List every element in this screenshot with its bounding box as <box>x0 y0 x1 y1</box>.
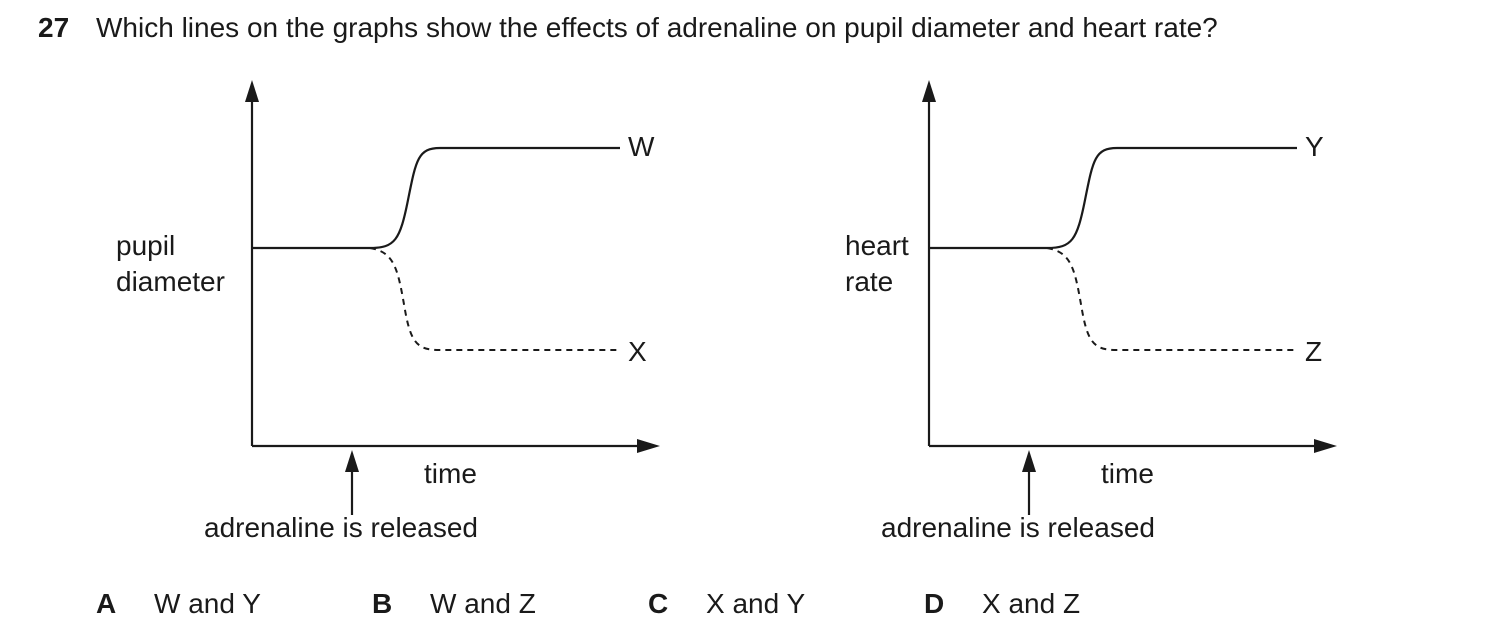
option-d[interactable]: D X and Z <box>924 584 1080 624</box>
line-y-increase <box>929 146 1297 250</box>
x-axis-arrowhead <box>1314 439 1337 453</box>
line-x-decrease <box>369 247 620 351</box>
line-w-increase <box>252 146 620 250</box>
y-axis-label-line-1: pupil <box>116 230 176 261</box>
line-z-decrease <box>1046 247 1297 351</box>
option-c-letter: C <box>648 588 669 619</box>
x-axis-label: time <box>424 458 477 489</box>
line-label-x: X <box>628 336 647 367</box>
y-axis-label: pupil diameter <box>116 228 225 300</box>
line-label-y: Y <box>1305 131 1324 162</box>
option-a-text: W and Y <box>154 588 261 619</box>
x-axis-label: time <box>1101 458 1154 489</box>
question-number: 27 <box>38 12 70 43</box>
release-label: adrenaline is released <box>881 512 1155 543</box>
line-label-z: Z <box>1305 336 1323 367</box>
graph-pupil-diameter-svg <box>245 80 660 515</box>
option-a-letter: A <box>96 588 117 619</box>
release-label: adrenaline is released <box>204 512 478 543</box>
option-c[interactable]: C X and Y <box>648 584 805 624</box>
y-axis-label: heart rate <box>845 228 909 300</box>
y-axis-label-line-2: diameter <box>116 266 225 297</box>
y-axis-arrowhead <box>245 80 259 102</box>
line-label-w: W <box>628 131 655 162</box>
y-axis-label-line-1: heart <box>845 230 909 261</box>
graph-pupil-diameter: pupil diameter W X time adrenaline is re… <box>0 0 760 560</box>
option-c-text: X and Y <box>706 588 806 619</box>
question-text: Which lines on the graphs show the effec… <box>96 12 1218 43</box>
release-arrowhead <box>1022 450 1036 472</box>
graph-heart-rate-svg <box>922 80 1337 515</box>
option-b-letter: B <box>372 588 393 619</box>
option-d-text: X and Z <box>982 588 1081 619</box>
graph-heart-rate: heart rate Y Z time adrenaline is releas… <box>677 0 1437 560</box>
y-axis-arrowhead <box>922 80 936 102</box>
option-b-text: W and Z <box>430 588 536 619</box>
option-a[interactable]: A W and Y <box>96 584 261 624</box>
release-arrowhead <box>345 450 359 472</box>
option-d-letter: D <box>924 588 945 619</box>
y-axis-label-line-2: rate <box>845 266 894 297</box>
option-b[interactable]: B W and Z <box>372 584 536 624</box>
x-axis-arrowhead <box>637 439 660 453</box>
